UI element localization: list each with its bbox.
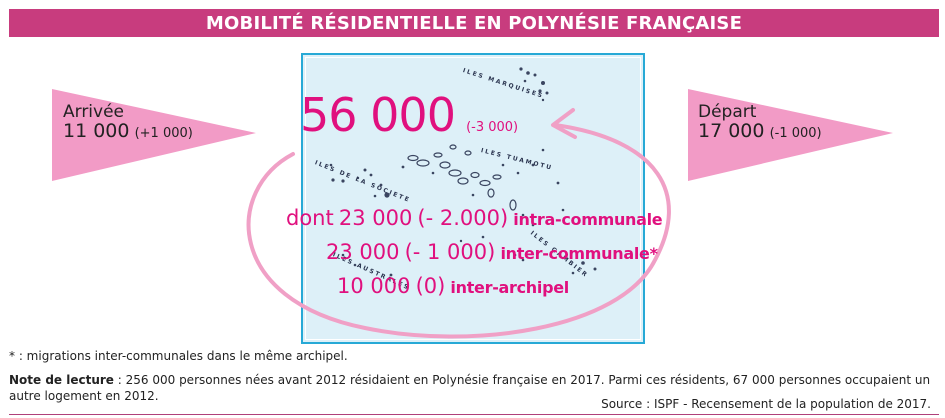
breakdown-change: (- 1 000) <box>404 240 496 264</box>
internal-total-value: 56 000 <box>300 88 456 142</box>
breakdown-change: (0) <box>415 274 446 298</box>
bottom-divider <box>9 414 939 415</box>
arrival-label: Arrivée <box>63 102 125 122</box>
departure-block: Départ 17 000 (-1 000) <box>698 102 822 142</box>
arrival-change: (+1 000) <box>134 125 193 141</box>
figure-title: MOBILITÉ RÉSIDENTIELLE EN POLYNÉSIE FRAN… <box>9 9 939 37</box>
breakdown-label: inter-communale* <box>500 244 658 263</box>
arrival-block: Arrivée 11 000 (+1 000) <box>63 102 193 142</box>
breakdown-value: 23 000 <box>338 206 413 230</box>
breakdown-value: 23 000 <box>326 240 400 264</box>
breakdown-value: 10 000 <box>337 274 411 298</box>
arrival-value: 11 000 <box>63 119 130 142</box>
breakdown-label: intra-communale <box>513 210 663 229</box>
source-line: Source : ISPF - Recensement de la popula… <box>601 397 931 411</box>
internal-total-change: (-3 000) <box>466 120 519 135</box>
breakdown-change: (- 2.000) <box>417 206 509 230</box>
breakdown-label: inter-archipel <box>450 278 569 297</box>
departure-label: Départ <box>698 102 757 122</box>
breakdown-row-inter-communal: 23 000 (- 1 000) inter-communale* <box>326 240 658 264</box>
departure-value: 17 000 <box>698 119 765 142</box>
footnote: * : migrations inter-communales dans le … <box>9 349 348 363</box>
reading-note: Note de lecture : 256 000 personnes nées… <box>9 372 939 404</box>
breakdown-prefix: dont <box>286 206 334 230</box>
title-text: MOBILITÉ RÉSIDENTIELLE EN POLYNÉSIE FRAN… <box>205 12 743 34</box>
breakdown-row-intra: dont 23 000 (- 2.000) intra-communale <box>286 206 663 230</box>
breakdown-row-inter-archipel: 10 000 (0) inter-archipel <box>337 274 569 298</box>
departure-change: (-1 000) <box>769 125 822 141</box>
reading-note-text: : 256 000 personnes nées avant 2012 rési… <box>9 373 931 403</box>
reading-note-label: Note de lecture <box>9 373 114 387</box>
internal-mobility-total: 56 000 (-3 000) <box>300 88 518 142</box>
